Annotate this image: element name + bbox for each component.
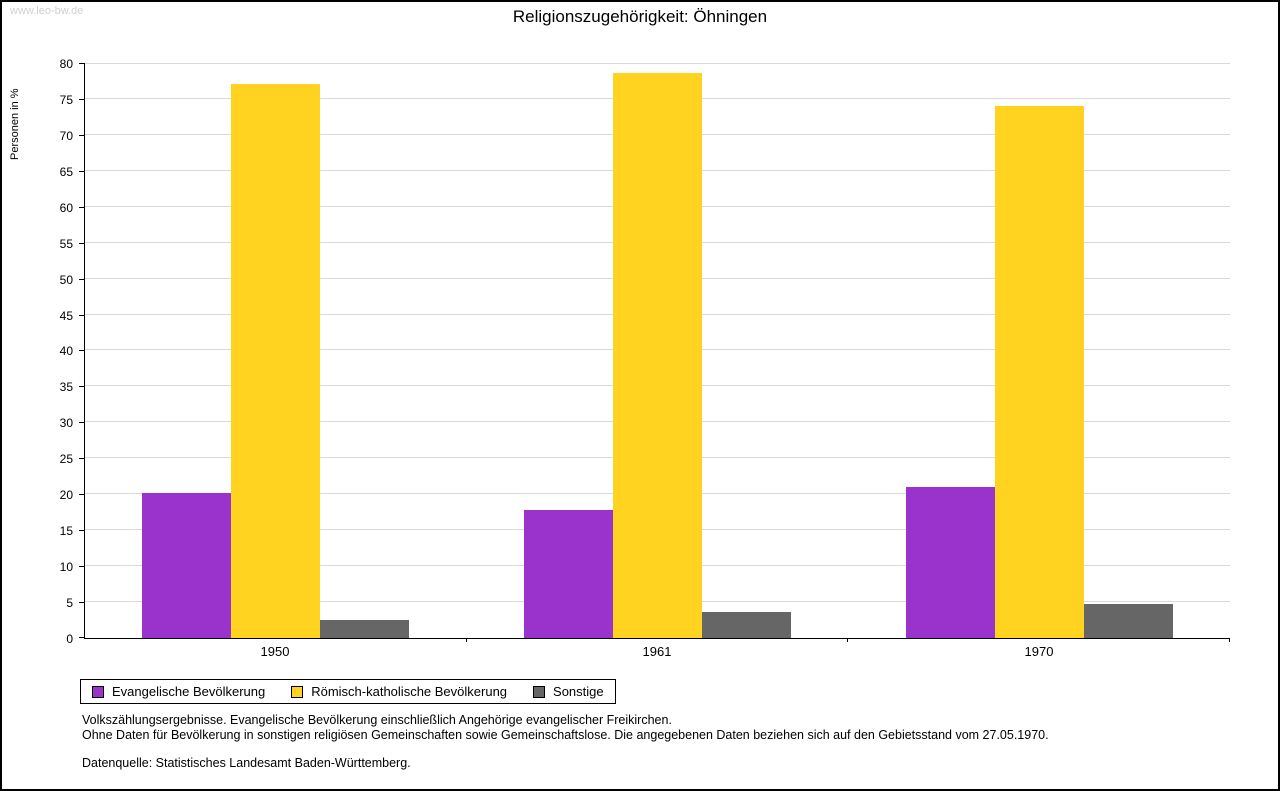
y-tick-mark [79,494,85,495]
y-tick-label: 55 [59,237,73,251]
y-tick-mark [79,602,85,603]
y-tick-mark [79,207,85,208]
y-tick-label: 20 [59,488,73,502]
bar [905,486,995,638]
y-tick-mark [79,350,85,351]
y-tick-mark [79,279,85,280]
bar-group-1970 [848,64,1230,638]
y-tick-label: 5 [66,596,73,610]
y-tick-label: 25 [59,452,73,466]
x-category-label: 1961 [642,644,672,659]
y-tick-label: 80 [59,57,73,71]
legend-label: Römisch-katholische Bevölkerung [311,684,508,699]
x-axis-labels: 1950 1961 1970 [84,644,1230,660]
bar [701,612,791,638]
y-tick-label: 50 [59,273,73,287]
y-tick-label: 70 [59,129,73,143]
legend-label: Sonstige [553,684,604,699]
bar [231,84,321,638]
footnotes: Volkszählungsergebnisse. Evangelische Be… [82,713,1049,771]
legend-swatch [533,685,546,698]
bar-group-1950 [85,64,467,638]
y-tick-label: 60 [59,201,73,215]
y-tick-label: 65 [59,165,73,179]
y-tick-label: 35 [59,380,73,394]
x-category-label: 1950 [260,644,290,659]
y-tick-label: 15 [59,524,73,538]
y-tick-mark [79,530,85,531]
y-tick-mark [79,243,85,244]
y-tick-label: 45 [59,309,73,323]
bar [1083,603,1173,638]
y-tick-label: 10 [59,560,73,574]
y-tick-mark [79,386,85,387]
bar [523,510,613,638]
bar [320,620,410,638]
y-tick-mark [79,63,85,64]
data-source: Datenquelle: Statistisches Landesamt Bad… [82,756,411,770]
legend-swatch [92,685,104,698]
y-tick-mark [79,566,85,567]
bar-group-1961 [467,64,849,638]
x-tick-mark [847,638,849,642]
y-tick-mark [79,135,85,136]
legend-item: Römisch-katholische Bevölkerung [291,684,507,699]
y-tick-mark [79,171,85,172]
plot-area [79,63,1230,642]
x-tick-mark [465,638,467,642]
gridline [85,63,1230,64]
watermark: www.leo-bw.de [10,5,84,17]
y-tick-mark [79,458,85,459]
y-tick-label: 30 [59,416,73,430]
y-tick-mark [79,99,85,100]
y-tick-mark [79,315,85,316]
y-axis: 0 5 10 15 20 25 30 35 40 45 50 55 60 65 70 75 80 [2,57,84,646]
legend-label: Evangelische Bevölkerung [112,684,266,699]
chart-title: Religionszugehörigkeit: Öhningen [512,7,768,26]
legend-swatch [291,685,304,698]
bar [612,73,702,638]
x-tick-mark [1229,638,1230,642]
legend: Evangelische Bevölkerung Römisch-katholis… [80,679,616,704]
y-tick-mark [79,637,85,638]
y-tick-label: 0 [66,632,73,646]
y-tick-mark [79,422,85,423]
y-tick-label: 40 [59,344,73,358]
y-tick-label: 75 [59,93,73,107]
footnote-line-1: Volkszählungsergebnisse. Evangelische Be… [82,713,672,727]
bar [142,493,232,638]
x-category-label: 1970 [1024,644,1054,659]
legend-item: Sonstige [533,684,604,699]
footnote-line-2: Ohne Daten für Bevölkerung in sonstigen … [82,728,1049,742]
legend-item: Evangelische Bevölkerung [92,684,265,699]
bar [994,106,1084,638]
